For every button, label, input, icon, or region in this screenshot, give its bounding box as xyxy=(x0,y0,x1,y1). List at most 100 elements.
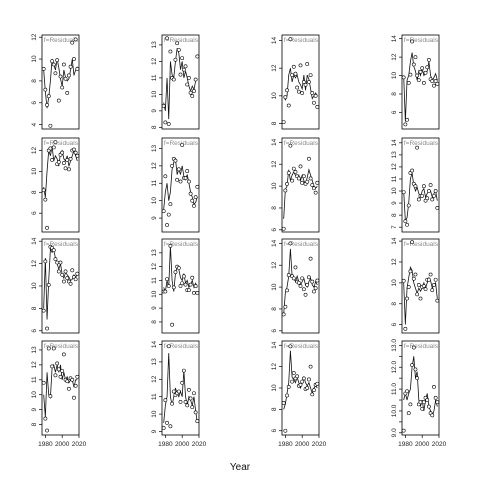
data-point xyxy=(41,380,46,385)
data-point xyxy=(421,81,426,85)
data-point xyxy=(408,402,413,407)
data-point xyxy=(433,395,438,400)
panel-frame xyxy=(161,34,200,130)
data-point xyxy=(181,67,186,72)
data-point xyxy=(192,203,196,208)
data-point xyxy=(67,167,71,172)
data-point xyxy=(61,62,66,67)
data-point xyxy=(315,278,320,283)
panel-frame xyxy=(41,340,80,436)
x-tick-label: 2020 xyxy=(192,441,207,448)
y-tick-label: 11.0 xyxy=(391,383,398,396)
data-point xyxy=(65,276,70,281)
data-point xyxy=(291,276,296,281)
data-point xyxy=(70,377,75,382)
data-point xyxy=(432,83,436,88)
data-point xyxy=(56,98,61,103)
data-point xyxy=(291,371,296,375)
data-point xyxy=(45,103,49,107)
data-point xyxy=(61,279,66,284)
data-point xyxy=(411,276,416,281)
data-point xyxy=(70,268,75,273)
y-tick-label: 10 xyxy=(31,167,38,175)
data-point xyxy=(67,386,71,391)
data-point xyxy=(163,289,168,294)
data-point xyxy=(427,277,431,282)
data-point xyxy=(188,396,193,401)
data-point xyxy=(65,158,70,162)
y-tick-label: 12 xyxy=(391,258,398,266)
panel-frame xyxy=(401,137,440,233)
data-point xyxy=(293,265,298,270)
data-point xyxy=(58,260,63,265)
data-point xyxy=(48,146,53,151)
panel-3: f=Residuals 8 10 12 14 xyxy=(271,34,320,130)
y-tick-label: 12 xyxy=(31,260,38,268)
fit-line xyxy=(283,168,318,219)
data-point xyxy=(58,374,63,379)
y-tick-label: 11 xyxy=(151,74,158,81)
data-point xyxy=(307,156,311,161)
y-tick-label: 13.0 xyxy=(391,339,398,352)
y-tick-label: 7 xyxy=(391,225,398,229)
data-point xyxy=(433,79,438,83)
y-tick-label: 11 xyxy=(31,376,38,383)
y-tick-label: 12.0 xyxy=(391,361,398,374)
y-tick-label: 9 xyxy=(151,306,158,310)
data-point xyxy=(72,57,76,61)
fit-line xyxy=(43,58,78,109)
panel-10: f=Residuals 8 9 10 11 12 13 xyxy=(151,238,200,334)
data-point xyxy=(192,89,196,93)
panel-14: f=Residuals 9 10 11 12 13 14 1980 2000 2020 xyxy=(151,340,207,448)
y-tick-label: 12 xyxy=(151,263,158,271)
data-point xyxy=(193,195,198,200)
y-tick-label: 8 xyxy=(31,190,38,194)
data-point xyxy=(193,410,198,415)
y-tick-label: 10 xyxy=(151,290,158,298)
data-point xyxy=(192,291,196,295)
fit-line xyxy=(43,363,78,418)
data-point xyxy=(175,41,180,46)
data-point xyxy=(300,276,305,281)
data-point xyxy=(427,57,431,62)
y-tick-label: 12 xyxy=(391,163,398,171)
data-point xyxy=(173,57,178,62)
data-point xyxy=(75,271,80,276)
fit-line xyxy=(403,265,438,325)
data-point xyxy=(50,158,54,162)
data-point xyxy=(73,277,78,282)
data-point xyxy=(190,405,195,410)
y-tick-label: 12 xyxy=(271,363,278,371)
data-point xyxy=(415,376,420,381)
data-point xyxy=(432,385,436,389)
y-tick-label: 8 xyxy=(151,125,158,129)
data-point xyxy=(420,66,425,71)
data-point xyxy=(53,140,58,145)
data-point xyxy=(58,74,63,79)
data-point xyxy=(401,190,406,195)
data-point xyxy=(183,400,188,404)
y-tick-label: 8 xyxy=(391,302,398,306)
y-tick-label: 11 xyxy=(151,277,158,284)
panel-frame xyxy=(281,137,320,233)
data-point xyxy=(308,256,313,261)
panel-label: f=Residuals xyxy=(164,241,199,248)
y-tick-label: 10 xyxy=(151,197,158,205)
data-point xyxy=(281,120,286,124)
data-point xyxy=(61,161,66,165)
data-point xyxy=(312,100,316,105)
data-point xyxy=(166,284,171,288)
data-point xyxy=(161,209,166,214)
data-point xyxy=(406,81,411,85)
data-point xyxy=(418,400,423,405)
data-point xyxy=(161,104,166,108)
y-tick-label: 12 xyxy=(271,160,278,168)
y-tick-label: 9 xyxy=(151,429,158,433)
data-point xyxy=(65,379,70,384)
data-point xyxy=(176,389,181,394)
data-point xyxy=(291,64,296,69)
data-point xyxy=(171,285,176,290)
data-point xyxy=(53,257,58,262)
data-point xyxy=(307,377,311,382)
y-tick-label: 8 xyxy=(31,79,38,83)
